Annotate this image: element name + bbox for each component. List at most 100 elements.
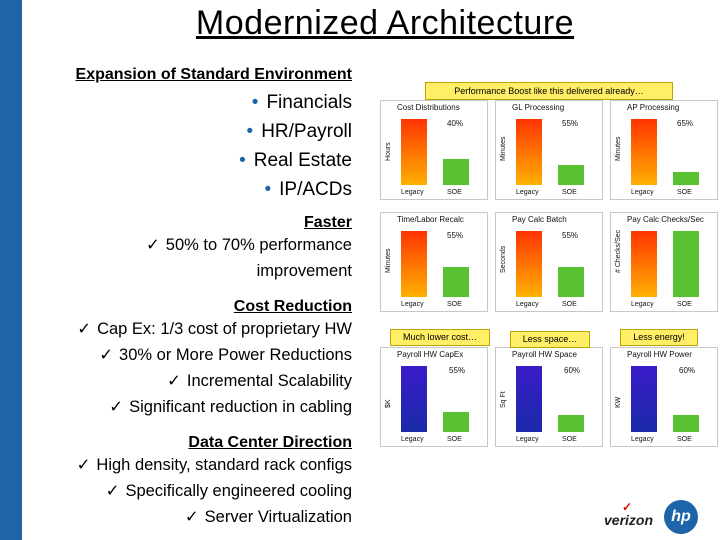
panel-ylabel: $K xyxy=(385,399,392,408)
expansion-item: • HR/Payroll xyxy=(246,121,352,142)
expansion-item: • Financials xyxy=(251,92,352,113)
benchmark-panel: GL Processing 55% Minutes Legacy SOE xyxy=(495,100,603,200)
legacy-bar xyxy=(631,119,657,185)
benchmark-panel: Pay Calc Checks/Sec100%# Checks/SecLegac… xyxy=(610,212,718,312)
legacy-label: Legacy xyxy=(631,189,654,196)
soe-label: SOE xyxy=(677,436,692,443)
bullet-icon: • xyxy=(264,179,272,200)
panel-percent: 55% xyxy=(447,231,464,240)
benchmark-panel: Pay Calc Batch 55% Seconds Legacy SOE xyxy=(495,212,603,312)
benchmark-panel: Payroll HW Space 60% Sq Ft Legacy SOE xyxy=(495,347,603,447)
panel-title: Cost Distributions xyxy=(397,103,460,112)
check-icon: ✓ xyxy=(99,346,114,364)
soe-label: SOE xyxy=(677,301,692,308)
soe-label: SOE xyxy=(447,436,462,443)
legacy-label: Legacy xyxy=(516,436,539,443)
datacenter-item: ✓ Specifically engineered cooling xyxy=(105,482,352,500)
legacy-label: Legacy xyxy=(631,301,654,308)
panel-ylabel: Seconds xyxy=(500,245,507,273)
soe-bar xyxy=(558,267,584,297)
panel-ylabel: # Checks/Sec xyxy=(615,229,622,273)
benchmark-panel: Cost Distributions 40% Hours Legacy SOE xyxy=(380,100,488,200)
benchmark-panel: AP Processing 65% Minutes Legacy SOE xyxy=(610,100,718,200)
check-icon: ✓ xyxy=(76,456,91,474)
panel-title: AP Processing xyxy=(627,103,680,112)
soe-bar xyxy=(673,172,699,185)
soe-label: SOE xyxy=(562,301,577,308)
benchmark-panel: Payroll HW CapEx 55% $K Legacy SOE xyxy=(380,347,488,447)
soe-bar xyxy=(443,267,469,297)
legacy-label: Legacy xyxy=(516,301,539,308)
expansion-item: • Real Estate xyxy=(239,150,352,171)
datacenter-heading: Data Center Direction xyxy=(188,434,352,451)
cost-item: ✓ Cap Ex: 1/3 cost of proprietary HW xyxy=(77,320,352,338)
cost-item: ✓ Incremental Scalability xyxy=(167,372,352,390)
left-accent-bar xyxy=(0,0,22,540)
panel-title: Payroll HW Space xyxy=(512,350,577,359)
legacy-bar xyxy=(516,366,542,432)
faster-heading: Faster xyxy=(303,214,352,231)
left-column: Expansion of Standard Environment • Finan… xyxy=(24,66,352,530)
cost-item: ✓ 30% or More Power Reductions xyxy=(99,346,352,364)
panel-percent: 60% xyxy=(679,366,696,375)
datacenter-item: ✓ High density, standard rack configs xyxy=(76,456,352,474)
expansion-item: • IP/ACDs xyxy=(264,179,352,200)
legacy-label: Legacy xyxy=(401,436,424,443)
panel-percent: 55% xyxy=(562,231,579,240)
less-space-box: Less space… xyxy=(510,331,590,348)
panel-ylabel: Hours xyxy=(385,142,392,161)
verizon-logo: verizon xyxy=(604,512,654,528)
panel-ylabel: Minutes xyxy=(615,136,622,161)
panel-title: Payroll HW CapEx xyxy=(397,350,464,359)
check-icon: ✓ xyxy=(184,508,199,526)
legacy-bar xyxy=(631,231,657,297)
panel-ylabel: Minutes xyxy=(385,248,392,273)
performance-banner: Performance Boost like this delivered al… xyxy=(425,82,673,100)
panel-ylabel: Minutes xyxy=(500,136,507,161)
soe-bar xyxy=(673,415,699,432)
benchmark-panel: Payroll HW Power 60% KW Legacy SOE xyxy=(610,347,718,447)
soe-label: SOE xyxy=(447,301,462,308)
lower-cost-box: Much lower cost… xyxy=(390,329,490,346)
check-icon: ✓ xyxy=(77,320,92,338)
soe-bar xyxy=(443,159,469,185)
soe-bar xyxy=(443,412,469,432)
expansion-list: • Financials • HR/Payroll • Real Estate • IP… xyxy=(24,88,352,204)
panel-title: Payroll HW Power xyxy=(627,350,692,359)
faster-item: ✓ 50% to 70% performance improvement xyxy=(145,236,352,280)
soe-bar xyxy=(558,165,584,185)
soe-bar xyxy=(558,415,584,432)
soe-bar xyxy=(673,231,699,297)
check-icon: ✓ xyxy=(105,482,120,500)
panel-title: Pay Calc Checks/Sec xyxy=(627,215,704,224)
legacy-bar xyxy=(516,119,542,185)
panel-ylabel: KW xyxy=(615,396,622,408)
check-icon: ✓ xyxy=(109,398,124,416)
legacy-label: Legacy xyxy=(631,436,654,443)
panel-ylabel: Sq Ft xyxy=(500,391,507,408)
panel-title: GL Processing xyxy=(512,103,565,112)
cost-item: ✓ Significant reduction in cabling xyxy=(109,398,352,416)
expansion-heading: Expansion of Standard Environment xyxy=(75,66,352,83)
hp-logo: hp xyxy=(664,500,698,534)
panel-title: Pay Calc Batch xyxy=(512,215,567,224)
partner-logos: ✓ verizon hp xyxy=(600,498,710,536)
panel-percent: 65% xyxy=(677,119,694,128)
panel-title: Time/Labor Recalc xyxy=(397,215,464,224)
panel-percent: 60% xyxy=(564,366,581,375)
bullet-icon: • xyxy=(251,92,259,113)
datacenter-item: ✓ Server Virtualization xyxy=(184,508,352,526)
legacy-bar xyxy=(401,231,427,297)
soe-label: SOE xyxy=(562,189,577,196)
bullet-icon: • xyxy=(239,150,246,171)
legacy-bar xyxy=(401,119,427,185)
legacy-bar xyxy=(401,366,427,432)
legacy-bar xyxy=(631,366,657,432)
legacy-label: Legacy xyxy=(401,189,424,196)
legacy-label: Legacy xyxy=(516,189,539,196)
panel-percent: 55% xyxy=(562,119,579,128)
check-icon: ✓ xyxy=(167,372,181,390)
slide-title: Modernized Architecture xyxy=(195,4,575,42)
legacy-bar xyxy=(516,231,542,297)
bullet-icon: • xyxy=(246,121,254,142)
